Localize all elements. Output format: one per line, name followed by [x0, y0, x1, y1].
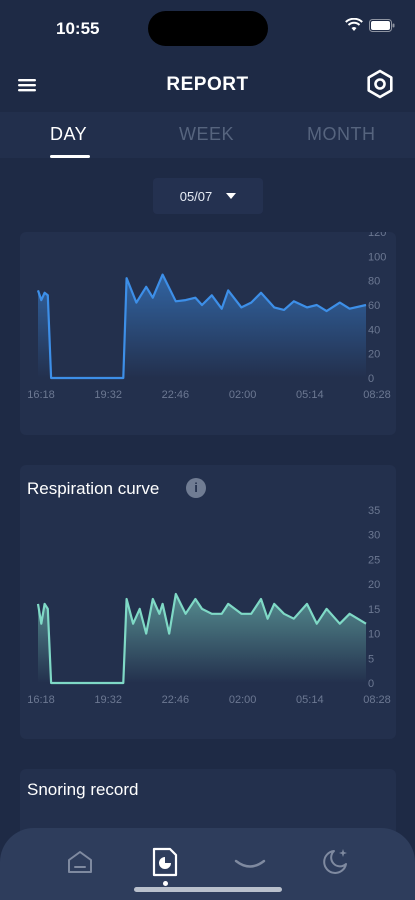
- series-line: [36, 592, 367, 685]
- x-tick-label: 05:14: [296, 389, 324, 401]
- info-icon[interactable]: i: [186, 478, 206, 498]
- x-tick-label: 08:28: [363, 694, 391, 706]
- x-tick-label: 16:18: [27, 694, 55, 706]
- y-tick-label: 120: [368, 232, 386, 239]
- y-tick-label: 0: [368, 678, 374, 690]
- date-value: 05/07: [179, 188, 213, 204]
- menu-button[interactable]: [16, 73, 40, 97]
- page-title: REPORT: [166, 74, 249, 95]
- wifi-icon: [345, 18, 363, 31]
- y-tick-label: 100: [368, 251, 386, 263]
- x-tick-label: 19:32: [94, 694, 122, 706]
- period-tabs: DAY WEEK MONTH: [0, 112, 415, 158]
- date-picker[interactable]: 05/07: [153, 178, 263, 214]
- y-tick-label: 25: [368, 554, 380, 566]
- nav-sleep[interactable]: [234, 846, 266, 878]
- x-tick-label: 02:00: [229, 389, 257, 401]
- x-tick-label: 05:14: [296, 694, 324, 706]
- x-tick-label: 22:46: [162, 389, 190, 401]
- respiration-chart: 0 5 10 15 20 25 30 35 16:18 19:32 22:46 02:00 05:14 0…: [27, 505, 391, 706]
- moon-star-icon: [323, 849, 347, 874]
- status-time: 10:55: [56, 19, 100, 38]
- y-tick-label: 5: [368, 653, 374, 665]
- y-tick-label: 35: [368, 505, 380, 517]
- y-tick-label: 20: [368, 579, 380, 591]
- tab-month[interactable]: MONTH: [307, 124, 376, 144]
- app-header: REPORT: [0, 58, 415, 112]
- camera-notch: [148, 11, 268, 46]
- x-tick-label: 02:00: [229, 694, 257, 706]
- status-bar: 10:55: [0, 0, 415, 58]
- status-icons: [345, 18, 395, 32]
- settings-button[interactable]: [365, 69, 395, 99]
- y-tick-label: 20: [368, 349, 380, 361]
- hexagon-settings-icon: [367, 69, 393, 99]
- nav-moon[interactable]: [319, 846, 351, 878]
- y-tick-label: 30: [368, 530, 380, 542]
- series-line: [36, 273, 367, 380]
- x-tick-label: 16:18: [27, 389, 55, 401]
- y-tick-label: 0: [368, 373, 374, 385]
- report-icon: [152, 847, 178, 877]
- active-nav-dot: [163, 881, 168, 886]
- series-area: [38, 594, 366, 683]
- caret-down-icon: [226, 193, 237, 199]
- nav-home[interactable]: [64, 846, 96, 878]
- x-tick-label: 22:46: [162, 694, 190, 706]
- x-tick-label: 08:28: [363, 389, 391, 401]
- y-tick-label: 15: [368, 604, 380, 616]
- nav-report[interactable]: [149, 846, 181, 878]
- y-tick-label: 40: [368, 324, 380, 336]
- sleep-eye-icon: [234, 859, 266, 868]
- x-tick-label: 19:32: [94, 389, 122, 401]
- battery-icon: [369, 18, 395, 32]
- home-indicator: [134, 887, 282, 892]
- tab-day[interactable]: DAY: [50, 124, 88, 144]
- y-tick-label: 80: [368, 276, 380, 288]
- heart-rate-chart: 0 20 40 60 80 100 120 16:18 19:32 22:46 02:00 05:14…: [27, 227, 391, 401]
- series-area: [38, 274, 366, 378]
- home-icon: [68, 851, 92, 873]
- tab-week[interactable]: WEEK: [179, 124, 235, 144]
- respiration-card: Respiration curve i 0 5 10 15 20 25 30 35 16:18 1…: [20, 465, 396, 739]
- active-tab-indicator: [50, 155, 90, 158]
- hamburger-icon: [18, 79, 36, 92]
- y-tick-label: 10: [368, 629, 380, 641]
- y-tick-label: 60: [368, 300, 380, 312]
- snoring-title: Snoring record: [27, 780, 139, 799]
- respiration-title: Respiration curve: [27, 479, 160, 498]
- heart-rate-card: 0 20 40 60 80 100 120 16:18 19:32 22:46 02:00 05:14…: [20, 227, 396, 435]
